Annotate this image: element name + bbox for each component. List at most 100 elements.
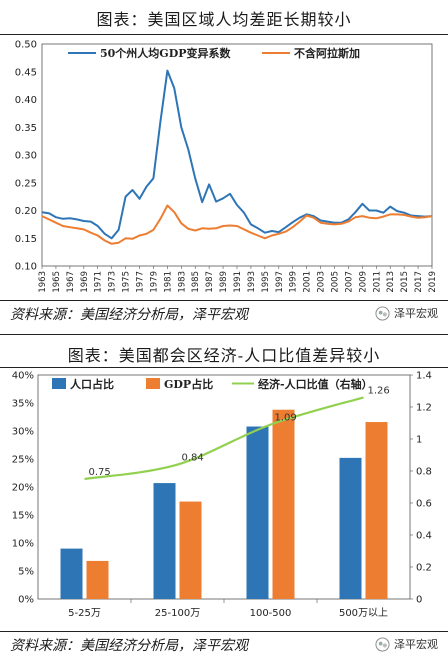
- x-tick-label: 1979: [149, 271, 159, 293]
- x-tick-label: 1973: [108, 271, 118, 293]
- x-tick-label: 2017: [414, 271, 424, 293]
- series-line-ex-alaska: [41, 204, 433, 245]
- x-tick-label: 1983: [177, 271, 187, 293]
- x-tick-label: 1967: [66, 271, 76, 293]
- y-tick-label: 0.45: [15, 67, 37, 78]
- x-tick-label: 1975: [122, 271, 132, 293]
- y-right-tick-label: 1: [416, 435, 422, 446]
- y-right-tick-label: 1.2: [416, 403, 432, 414]
- bar-population-share: [153, 483, 176, 599]
- series-line-ratio: [84, 396, 364, 481]
- bottom-source-row: 资料来源：美国经济分析局，泽平宏观 泽平宏观: [0, 633, 448, 657]
- x-tick-label: 1995: [261, 271, 271, 293]
- y-left-tick-label: 15%: [12, 511, 34, 522]
- y-tick-label: 0.10: [15, 262, 37, 273]
- bar-population-share: [246, 426, 269, 599]
- y-tick-label: 0.40: [15, 95, 37, 106]
- ratio-data-label: 0.84: [182, 453, 204, 464]
- top-source-text: 资料来源：美国经济分析局，泽平宏观: [10, 307, 248, 323]
- y-tick-label: 0.15: [15, 234, 37, 245]
- legend-label: 50个州人均GDP变异系数: [100, 46, 232, 60]
- series-line-gdp-cv: [41, 69, 433, 240]
- middle-rule: [0, 334, 448, 335]
- y-right-tick-label: 0.6: [416, 499, 432, 510]
- y-right-tick-label: 0.8: [416, 467, 432, 478]
- zeping-logo-icon: [375, 305, 390, 321]
- x-tick-label: 1969: [80, 271, 90, 293]
- y-tick-label: 0.20: [15, 206, 37, 217]
- top-logo: 泽平宏观: [375, 305, 438, 321]
- plot-frame: [41, 43, 433, 267]
- x-tick-label: 2015: [400, 271, 410, 293]
- legend-label: 人口占比: [70, 377, 114, 391]
- x-tick-label: 2007: [344, 271, 354, 293]
- x-tick-label: 1977: [136, 271, 146, 293]
- y-right-tick-label: 0: [416, 595, 422, 606]
- x-tick-label: 2011: [372, 271, 382, 293]
- y-left-tick-label: 10%: [12, 539, 34, 550]
- top-chart-title: 图表：美国区域人均差距长期较小: [96, 10, 352, 29]
- bottom-title-rule: [0, 367, 448, 368]
- top-line-chart: 0.10 0.15 0.20 0.25 0.30 0.35 0.40 0.45 0.50 1963…: [15, 40, 438, 293]
- y-right-tick-label: 1.4: [416, 371, 432, 382]
- bar-gdp-share: [179, 501, 202, 599]
- bar-gdp-share: [86, 560, 109, 599]
- y-tick-label: 0.25: [15, 178, 37, 189]
- legend-swatch: [52, 378, 66, 389]
- bottom-bar-chart: 0% 5% 10% 15% 20% 25% 30% 35% 40% 0 0.2 0.4 0.6 0.8 1 1…: [12, 371, 432, 620]
- x-tick-label: 2005: [331, 271, 341, 293]
- x-tick-label: 1981: [163, 271, 173, 293]
- y-left-tick-label: 5%: [18, 567, 34, 578]
- y-left-tick-label: 35%: [12, 399, 34, 410]
- bottom-chart-title: 图表：美国都会区经济-人口比值差异较小: [67, 346, 381, 365]
- x-tick-label: 1991: [233, 271, 243, 293]
- y-tick-label: 0.30: [15, 151, 37, 162]
- x-tick-label: 1965: [52, 271, 62, 293]
- top-source-rule: [0, 300, 448, 301]
- legend-label: GDP占比: [164, 377, 213, 391]
- x-tick-label: 1989: [219, 271, 229, 293]
- x-category-label: 100-500: [250, 608, 292, 619]
- y-left-tick-label: 30%: [12, 427, 34, 438]
- bar-gdp-share: [272, 409, 295, 599]
- ratio-data-label: 1.26: [368, 385, 390, 396]
- bottom-source-rule: [0, 631, 448, 632]
- bar-population-share: [60, 548, 83, 599]
- x-tick-label: 1987: [205, 271, 215, 293]
- y-right-tick-label: 0.2: [416, 563, 432, 574]
- y-left-tick-label: 0%: [18, 595, 34, 606]
- top-logo-text: 泽平宏观: [394, 307, 438, 320]
- y-left-tick-label: 40%: [12, 371, 34, 382]
- ratio-data-label: 1.09: [275, 413, 297, 424]
- top-rule: [0, 34, 448, 35]
- legend-label: 经济-人口比值（右轴）: [258, 377, 373, 391]
- x-category-label: 500万以上: [339, 607, 388, 619]
- y-tick-label: 0.50: [15, 40, 37, 51]
- bottom-source-text: 资料来源：美国经济分析局，泽平宏观: [10, 638, 248, 654]
- y-left-tick-label: 20%: [12, 483, 34, 494]
- x-tick-label: 2001: [303, 271, 313, 293]
- bottom-logo-text: 泽平宏观: [394, 638, 438, 651]
- x-tick-label: 1999: [289, 271, 299, 293]
- x-tick-label: 2009: [358, 271, 368, 293]
- ratio-data-label: 0.75: [89, 467, 111, 478]
- x-category-label: 5-25万: [68, 608, 101, 619]
- legend-label: 不含阿拉斯加: [294, 46, 360, 60]
- bar-population-share: [339, 457, 362, 599]
- legend-swatch: [146, 378, 160, 389]
- x-tick-label: 2003: [317, 271, 327, 293]
- top-source-row: 资料来源：美国经济分析局，泽平宏观 泽平宏观: [0, 302, 448, 326]
- bottom-logo: 泽平宏观: [375, 636, 438, 652]
- x-tick-label: 2013: [386, 271, 396, 293]
- y-left-tick-label: 25%: [12, 455, 34, 466]
- bar-gdp-share: [365, 422, 388, 599]
- x-tick-label: 1971: [94, 271, 104, 293]
- x-tick-label: 1997: [275, 271, 285, 293]
- x-tick-label: 2019: [428, 271, 438, 293]
- x-tick-label: 1985: [191, 271, 201, 293]
- y-right-tick-label: 0.4: [416, 531, 432, 542]
- zeping-logo-icon: [375, 636, 390, 652]
- y-tick-label: 0.35: [15, 123, 37, 134]
- x-category-label: 25-100万: [155, 608, 200, 619]
- x-tick-label: 1993: [247, 271, 257, 293]
